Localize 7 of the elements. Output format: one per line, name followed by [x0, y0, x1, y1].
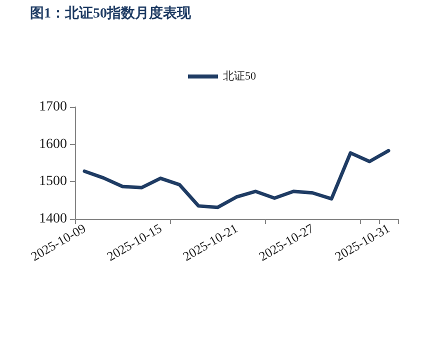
chart-title: 图1：北证50指数月度表现: [30, 4, 192, 22]
line-series: [82, 148, 390, 210]
y-tick-label: 1500: [39, 174, 67, 190]
y-tick-label: 1600: [39, 136, 67, 152]
legend-label: 北证50: [223, 70, 256, 82]
y-tick-label: 1400: [39, 212, 67, 226]
y-tick-label: 1700: [39, 100, 67, 114]
